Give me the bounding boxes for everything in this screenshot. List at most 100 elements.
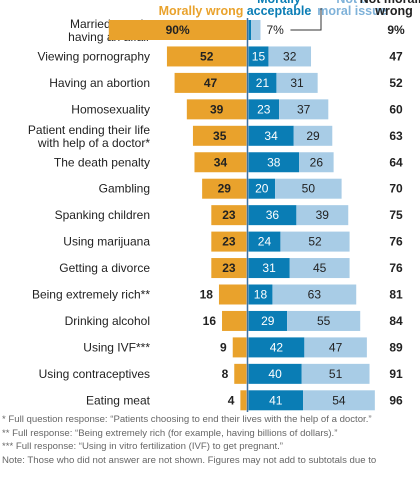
- category-label: Using contraceptives: [39, 367, 150, 381]
- label-not-morally-wrong: 75: [389, 208, 403, 222]
- label-not-moral-issue: 55: [317, 314, 331, 328]
- bar-morally-wrong: [174, 72, 247, 93]
- bar-not-moral-issue: [289, 258, 350, 279]
- bar-morally-acceptable: [248, 152, 300, 173]
- category-label: Gambling: [99, 182, 150, 196]
- footnotes: * Full question response: “Patients choo…: [2, 413, 418, 467]
- label-morally-wrong: 23: [222, 208, 236, 222]
- bar-not-moral-issue: [272, 284, 357, 305]
- legend-not-moral-issue: Not amoral issue: [317, 0, 387, 18]
- label-morally-acceptable: 20: [255, 182, 269, 196]
- label-morally-acceptable: 24: [258, 235, 272, 249]
- label-not-morally-wrong: 76: [389, 235, 403, 249]
- label-not-morally-wrong: 60: [389, 102, 403, 116]
- bar-not-moral-issue: [304, 337, 367, 358]
- bar-morally-wrong: [240, 390, 247, 411]
- footnote-2: ** Full response: “Being extremely rich …: [2, 427, 338, 439]
- label-morally-acceptable: 21: [256, 76, 270, 90]
- bar-morally-wrong: [211, 205, 247, 226]
- label-morally-wrong: 23: [222, 261, 236, 275]
- label-not-moral-issue: 29: [306, 129, 320, 143]
- label-not-morally-wrong: 96: [389, 393, 403, 407]
- bar-not-moral-issue: [303, 390, 375, 411]
- legend-morally-wrong: Morally wrong: [159, 4, 244, 18]
- bar-morally-acceptable: [248, 337, 305, 358]
- label-morally-acceptable: 18: [254, 288, 268, 302]
- label-morally-wrong: 47: [204, 76, 218, 90]
- bar-morally-acceptable: [248, 178, 276, 199]
- bar-morally-wrong: [211, 258, 247, 279]
- bar-morally-acceptable: [248, 205, 297, 226]
- annotation-not-moral-issue: 7%: [266, 23, 284, 37]
- label-not-morally-wrong: 81: [389, 288, 403, 302]
- label-not-morally-wrong: 76: [389, 261, 403, 275]
- label-morally-acceptable: 42: [270, 340, 284, 354]
- label-not-moral-issue: 39: [316, 208, 330, 222]
- bar-not-moral-issue: [299, 152, 334, 173]
- label-not-moral-issue: 51: [329, 367, 343, 381]
- bar-morally-acceptable: [248, 46, 269, 67]
- label-not-moral-issue: 50: [302, 182, 316, 196]
- bar-morally-acceptable: [248, 390, 304, 411]
- category-label: Having an abortion: [49, 76, 150, 90]
- category-label: Eating meat: [86, 393, 151, 407]
- bar-morally-wrong: [234, 363, 247, 384]
- label-not-moral-issue: 52: [308, 235, 322, 249]
- label-morally-wrong: 18: [200, 288, 214, 302]
- category-label: Spanking children: [55, 208, 150, 222]
- label-morally-acceptable: 15: [252, 49, 266, 63]
- label-morally-wrong: 35: [213, 129, 227, 143]
- legend-not-morally-wrong: Not morallywrong: [360, 0, 420, 18]
- label-not-moral-issue: 37: [297, 102, 311, 116]
- label-morally-acceptable: 34: [264, 129, 278, 143]
- bar-not-moral-issue: [293, 125, 333, 146]
- moral-issues-chart: Morally wrong Morallyacceptable Not amor…: [28, 0, 420, 412]
- bar-morally-acceptable: [248, 363, 302, 384]
- label-morally-wrong: 9: [220, 340, 227, 354]
- label-morally-wrong: 34: [214, 155, 228, 169]
- label-morally-wrong: 16: [203, 314, 217, 328]
- label-not-morally-wrong: 84: [389, 314, 403, 328]
- bar-not-moral-issue: [280, 231, 350, 252]
- category-label: Viewing pornography: [37, 49, 150, 63]
- label-not-moral-issue: 26: [310, 155, 324, 169]
- bar-not-moral-issue: [279, 99, 329, 120]
- category-label: The death penalty: [54, 155, 150, 169]
- category-label: Using IVF***: [83, 340, 150, 354]
- bar-morally-wrong: [202, 178, 247, 199]
- bar-not-moral-issue: [287, 310, 361, 331]
- label-not-moral-issue: 63: [308, 288, 322, 302]
- label-morally-wrong: 23: [222, 235, 236, 249]
- chart-rows: Married peoplehaving an affair90%9%7%Vie…: [28, 8, 405, 411]
- bar-morally-wrong: [194, 152, 247, 173]
- bar-morally-wrong: [186, 99, 247, 120]
- label-not-morally-wrong: 91: [389, 367, 403, 381]
- label-not-moral-issue: 32: [283, 49, 297, 63]
- bar-not-moral-issue: [301, 363, 370, 384]
- category-label: Getting a divorce: [59, 261, 150, 275]
- label-not-moral-issue: 47: [329, 340, 343, 354]
- label-not-morally-wrong: 70: [389, 182, 403, 196]
- label-morally-acceptable: 41: [269, 393, 283, 407]
- bar-morally-wrong: [108, 20, 247, 40]
- label-not-moral-issue: 45: [313, 261, 327, 275]
- category-label: Being extremely rich**: [32, 288, 150, 302]
- bar-morally-acceptable: [248, 20, 252, 40]
- bar-morally-acceptable: [248, 125, 294, 146]
- label-not-morally-wrong: 64: [389, 155, 403, 169]
- label-not-morally-wrong: 9%: [387, 23, 405, 37]
- bar-morally-acceptable: [248, 72, 277, 93]
- label-morally-acceptable: 38: [267, 155, 281, 169]
- bar-not-moral-issue: [268, 46, 312, 67]
- bar-not-moral-issue: [251, 20, 261, 40]
- label-not-moral-issue: 31: [290, 76, 304, 90]
- category-label: Homosexuality: [71, 102, 150, 116]
- label-not-moral-issue: 54: [332, 393, 346, 407]
- bar-morally-acceptable: [248, 258, 290, 279]
- bar-not-moral-issue: [276, 72, 318, 93]
- bar-not-moral-issue: [296, 205, 349, 226]
- footnote-1: * Full question response: “Patients choo…: [2, 414, 372, 425]
- bar-morally-wrong: [222, 310, 247, 331]
- bar-morally-wrong: [218, 284, 247, 305]
- label-morally-wrong: 39: [210, 102, 224, 116]
